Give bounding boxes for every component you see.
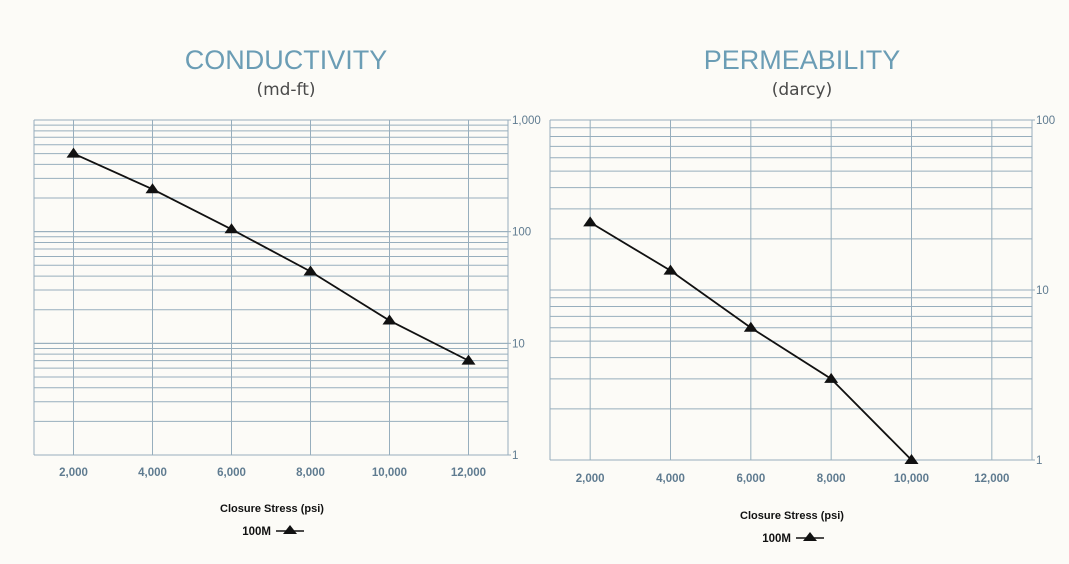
x-axis-label: Closure Stress (psi): [740, 510, 844, 522]
data-point-triangle: [303, 265, 318, 276]
y-tick-label: 1: [1036, 455, 1042, 467]
legend: 100M: [762, 532, 824, 545]
data-point-triangle: [583, 216, 598, 227]
data-point-triangle: [382, 314, 397, 325]
data-point-triangle: [224, 223, 239, 234]
series-100m: [66, 147, 476, 365]
x-tick-label: 6,000: [217, 467, 246, 479]
x-tick-label: 12,000: [451, 467, 486, 479]
legend-triangle-icon: [283, 525, 297, 534]
x-tick-label: 2,000: [59, 467, 88, 479]
permeability-chart: PERMEABILITY (darcy) 2,000 4,000 6,000 8,00…: [549, 45, 1055, 545]
chart-title: PERMEABILITY: [704, 45, 901, 75]
chart-title: CONDUCTIVITY: [185, 45, 388, 75]
x-tick-label: 10,000: [372, 467, 407, 479]
y-tick-label: 100: [1036, 115, 1055, 127]
y-tick-label: 1,000: [512, 115, 541, 127]
chart-subtitle: (darcy): [772, 80, 833, 100]
x-axis-label: Closure Stress (psi): [220, 503, 324, 515]
grid: [549, 119, 1033, 461]
y-tick-labels: 1 10 100: [1032, 115, 1055, 467]
chart-subtitle: (md-ft): [256, 80, 315, 100]
y-tick-label: 10: [512, 338, 525, 350]
y-tick-labels: 1 10 100 1,000: [508, 115, 541, 462]
legend-triangle-icon: [803, 532, 817, 541]
x-tick-label: 12,000: [974, 473, 1009, 485]
x-tick-label: 2,000: [576, 473, 605, 485]
data-point-triangle: [461, 354, 476, 365]
x-tick-label: 4,000: [656, 473, 685, 485]
x-tick-label: 10,000: [894, 473, 929, 485]
data-point-triangle: [904, 454, 919, 464]
x-tick-label: 4,000: [138, 467, 167, 479]
legend-label: 100M: [762, 533, 791, 545]
data-point-triangle: [743, 321, 758, 332]
data-point-triangle: [145, 183, 160, 194]
conductivity-chart: CONDUCTIVITY (md-ft) 2,000 4,000 6,000 8,00…: [33, 45, 541, 538]
y-tick-label: 1: [512, 450, 518, 462]
y-tick-label: 10: [1036, 285, 1049, 297]
series-line: [73, 152, 469, 362]
grid: [33, 119, 509, 456]
legend: 100M: [242, 525, 304, 538]
x-tick-labels: 2,000 4,000 6,000 8,000 10,000 12,000: [59, 467, 486, 479]
x-tick-label: 8,000: [296, 467, 325, 479]
series-100m: [583, 216, 919, 464]
legend-label: 100M: [242, 526, 271, 538]
x-tick-labels: 2,000 4,000 6,000 8,000 10,000 12,000: [576, 473, 1010, 485]
data-point-triangle: [824, 372, 839, 383]
data-point-triangle: [66, 147, 81, 158]
x-tick-label: 8,000: [817, 473, 846, 485]
data-point-triangle: [663, 264, 678, 275]
y-tick-label: 100: [512, 227, 531, 239]
x-tick-label: 6,000: [736, 473, 765, 485]
